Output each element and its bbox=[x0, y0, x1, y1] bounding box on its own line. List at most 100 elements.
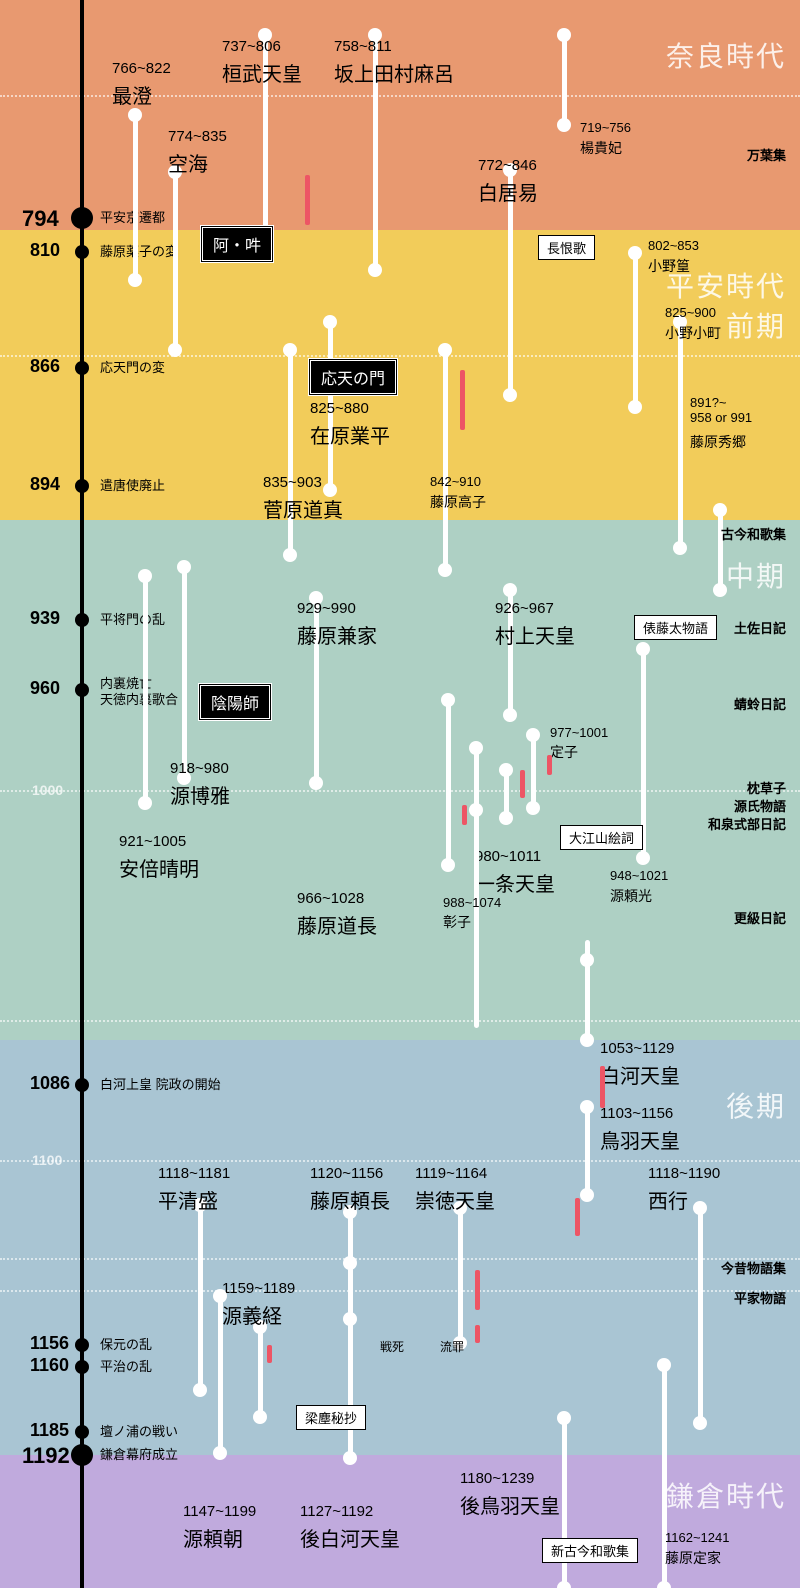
lifeline bbox=[218, 1296, 223, 1453]
event-dot bbox=[75, 1360, 89, 1374]
lifeline-end bbox=[138, 796, 152, 810]
literature-label: 源氏物語 bbox=[734, 796, 786, 815]
lifeline-end bbox=[580, 1033, 594, 1047]
person-name: 在原業平 bbox=[310, 420, 390, 449]
year-tick: 1100 bbox=[32, 1152, 62, 1168]
work-badge-dark: 陰陽師 bbox=[198, 683, 272, 721]
event-year: 794 bbox=[22, 206, 59, 232]
work-badge-light: 梁塵秘抄 bbox=[296, 1405, 366, 1430]
dotted-line bbox=[0, 790, 800, 792]
lifeline bbox=[182, 567, 187, 778]
event-label: 壇ノ浦の戦い bbox=[100, 1424, 178, 1440]
event-dot bbox=[75, 683, 89, 697]
lifeline-end bbox=[343, 1451, 357, 1465]
literature-label: 枕草子 bbox=[747, 778, 786, 797]
person-name: 藤原定家 bbox=[665, 1548, 721, 1568]
highlight-bar bbox=[600, 1066, 605, 1108]
lifeline-end bbox=[499, 811, 513, 825]
dotted-line bbox=[0, 1258, 800, 1260]
work-badge-dark: 阿・吽 bbox=[200, 225, 274, 263]
person-years: 948~1021 bbox=[610, 868, 668, 883]
person-years: 835~903 bbox=[263, 474, 322, 491]
lifeline-end bbox=[673, 541, 687, 555]
person-years: 719~756 bbox=[580, 120, 631, 135]
event-label: 白河上皇 院政の開始 bbox=[100, 1077, 221, 1093]
event-year: 1160 bbox=[30, 1355, 69, 1376]
era-label: 鎌倉時代 bbox=[666, 1475, 786, 1515]
lifeline-end bbox=[438, 563, 452, 577]
person-name: 平清盛 bbox=[158, 1185, 218, 1214]
event-dot bbox=[75, 245, 89, 259]
event-year: 1192 bbox=[22, 1443, 70, 1469]
lifeline-end bbox=[253, 1410, 267, 1424]
person-years: 802~853 bbox=[648, 238, 699, 253]
lifeline-end bbox=[368, 263, 382, 277]
era-label: 中期 bbox=[726, 555, 786, 595]
person-years: 766~822 bbox=[112, 60, 171, 77]
lifeline-start bbox=[557, 28, 571, 42]
event-dot bbox=[75, 1338, 89, 1352]
person-years: 825~880 bbox=[310, 400, 369, 417]
event-dot bbox=[75, 1078, 89, 1092]
lifeline-start bbox=[503, 583, 517, 597]
literature-label: 土佐日記 bbox=[734, 618, 786, 637]
dotted-line bbox=[0, 1020, 800, 1022]
person-name: 崇徳天皇 bbox=[415, 1185, 495, 1214]
highlight-bar bbox=[460, 370, 465, 430]
event-year: 1185 bbox=[30, 1420, 69, 1441]
literature-label: 古今和歌集 bbox=[721, 524, 786, 543]
person-name: 藤原頼長 bbox=[310, 1185, 390, 1214]
lifeline-end bbox=[580, 1188, 594, 1202]
event-label: 応天門の変 bbox=[100, 360, 165, 376]
lifeline bbox=[698, 1208, 703, 1423]
lifeline bbox=[718, 510, 723, 590]
person-name: 鳥羽天皇 bbox=[600, 1125, 680, 1154]
person-years: 1180~1239 bbox=[460, 1470, 534, 1487]
person-name: 小野小町 bbox=[665, 323, 721, 343]
event-label: 内裏焼亡 天徳内裏歌合 bbox=[100, 676, 178, 707]
event-year: 1156 bbox=[30, 1333, 69, 1354]
lifeline-start bbox=[469, 741, 483, 755]
person-name: 定子 bbox=[550, 742, 578, 762]
event-dot bbox=[75, 479, 89, 493]
lifeline bbox=[198, 1205, 203, 1390]
event-label: 遣唐使廃止 bbox=[100, 478, 165, 494]
work-badge-light: 俵藤太物語 bbox=[634, 615, 717, 640]
lifeline-end bbox=[128, 273, 142, 287]
lifeline-start bbox=[128, 108, 142, 122]
lifeline-start bbox=[657, 1358, 671, 1372]
event-label: 平治の乱 bbox=[100, 1359, 152, 1375]
era-label: 奈良時代 bbox=[666, 35, 786, 75]
person-years: 758~811 bbox=[334, 38, 392, 55]
year-tick: 1000 bbox=[32, 782, 63, 798]
person-years: 1119~1164 bbox=[415, 1165, 487, 1182]
lifeline-start bbox=[499, 763, 513, 777]
lifeline bbox=[173, 172, 178, 350]
person-name: 白河天皇 bbox=[600, 1060, 680, 1089]
highlight-bar bbox=[267, 1345, 272, 1363]
lifeline bbox=[443, 350, 448, 570]
person-years: 918~980 bbox=[170, 760, 229, 777]
lifeline-end bbox=[168, 343, 182, 357]
person-name: 源頼光 bbox=[610, 886, 652, 906]
lifeline-start bbox=[557, 1411, 571, 1425]
person-years: 891?~ 958 or 991 bbox=[690, 395, 752, 425]
event-year: 960 bbox=[30, 678, 60, 699]
lifeline-start bbox=[628, 246, 642, 260]
lifeline bbox=[458, 1208, 463, 1343]
literature-label: 和泉式部日記 bbox=[708, 814, 786, 833]
person-name: 後鳥羽天皇 bbox=[460, 1490, 560, 1519]
person-name: 坂上田村麻呂 bbox=[334, 58, 454, 87]
person-years: 737~806 bbox=[222, 38, 281, 55]
dotted-line bbox=[0, 1160, 800, 1162]
person-years: 825~900 bbox=[665, 305, 716, 320]
event-year: 810 bbox=[30, 240, 60, 261]
person-name: 西行 bbox=[648, 1185, 688, 1214]
lifeline-end bbox=[628, 400, 642, 414]
lifeline-start bbox=[713, 503, 727, 517]
person-name: 村上天皇 bbox=[495, 620, 575, 649]
event-dot bbox=[71, 207, 93, 229]
lifeline-end bbox=[557, 1581, 571, 1588]
lifeline-end bbox=[503, 708, 517, 722]
person-name: 後白河天皇 bbox=[300, 1523, 400, 1552]
